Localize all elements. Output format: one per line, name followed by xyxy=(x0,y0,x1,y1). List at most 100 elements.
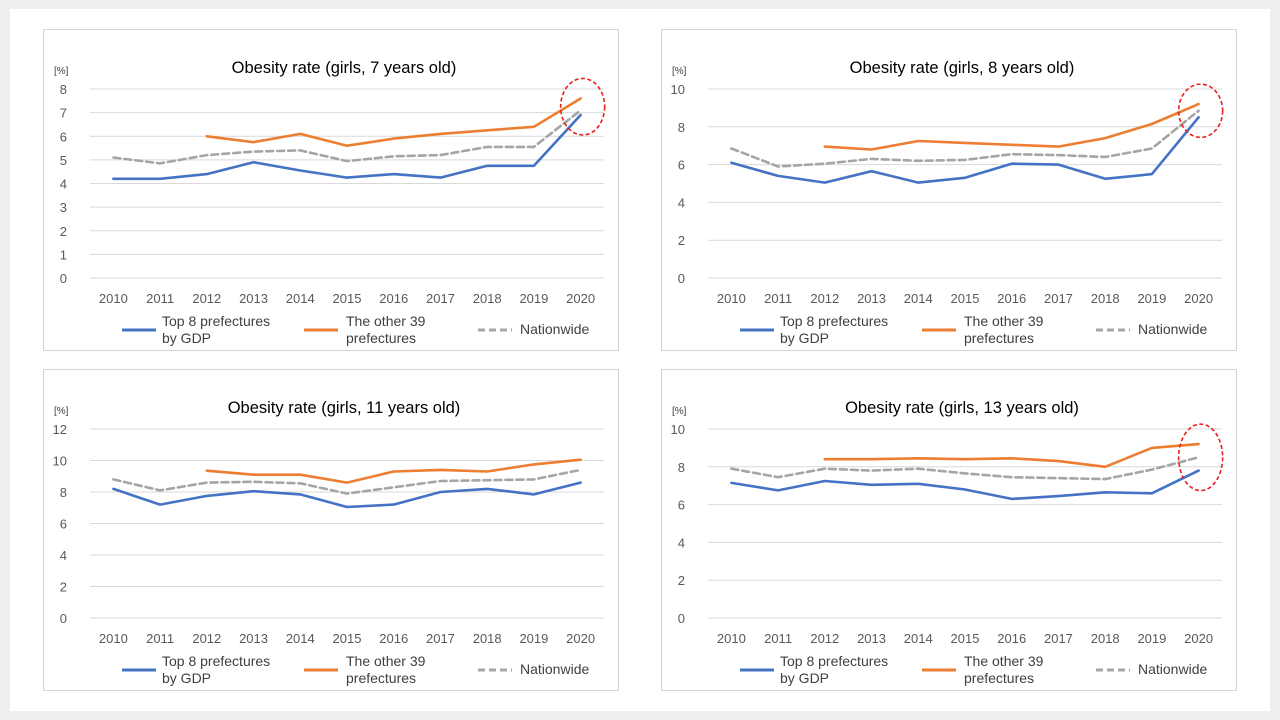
chart-svg: Obesity rate (girls, 13 years old) [%] 0 2 4… xyxy=(671,399,1224,686)
chart-panel-7-years: Obesity rate (girls, 7 years old) [%] 0 1 2 3… xyxy=(43,29,619,351)
legend-label: Nationwide xyxy=(1138,321,1207,337)
y-axis-unit-label: [%] xyxy=(54,406,69,417)
y-tick-label: 0 xyxy=(60,271,67,286)
x-tick-label: 2012 xyxy=(810,631,839,646)
y-axis-unit-label: [%] xyxy=(54,66,69,77)
x-tick-label: 2010 xyxy=(99,631,128,646)
chart-svg: Obesity rate (girls, 8 years old) [%] 0 2 4 6… xyxy=(671,59,1224,346)
y-tick-label: 10 xyxy=(53,454,67,469)
x-tick-label: 2013 xyxy=(857,631,886,646)
legend-label: Nationwide xyxy=(520,661,589,677)
x-tick-label: 2016 xyxy=(379,631,408,646)
y-tick-label: 3 xyxy=(60,200,67,215)
x-tick-label: 2010 xyxy=(717,631,746,646)
x-tick-label: 2013 xyxy=(239,291,268,306)
series-line xyxy=(730,109,1200,168)
x-tick-label: 2020 xyxy=(566,291,595,306)
y-tick-label: 8 xyxy=(678,460,685,475)
y-tick-label: 2 xyxy=(60,224,67,239)
x-tick-label: 2016 xyxy=(997,631,1026,646)
y-tick-label: 4 xyxy=(60,177,67,192)
x-tick-label: 2017 xyxy=(1044,631,1073,646)
x-tick-label: 2019 xyxy=(519,291,548,306)
y-tick-label: 4 xyxy=(60,548,67,563)
x-tick-label: 2014 xyxy=(286,291,315,306)
y-tick-label: 2 xyxy=(678,233,685,248)
y-tick-label: 2 xyxy=(60,580,67,595)
x-tick-label: 2020 xyxy=(566,631,595,646)
x-tick-label: 2010 xyxy=(99,291,128,306)
x-tick-label: 2015 xyxy=(951,631,980,646)
y-tick-label: 6 xyxy=(678,498,685,513)
chart-svg: Obesity rate (girls, 7 years old) [%] 0 1 2 3… xyxy=(54,59,606,346)
x-tick-label: 2015 xyxy=(333,631,362,646)
x-tick-label: 2019 xyxy=(1137,291,1166,306)
y-tick-label: 6 xyxy=(60,129,67,144)
y-axis-unit-label: [%] xyxy=(672,66,687,77)
x-tick-label: 2018 xyxy=(473,291,502,306)
y-tick-label: 4 xyxy=(678,535,685,550)
x-tick-label: 2020 xyxy=(1184,291,1213,306)
x-tick-label: 2011 xyxy=(764,631,792,646)
series-line xyxy=(823,102,1200,151)
chart-title: Obesity rate (girls, 8 years old) xyxy=(850,59,1075,77)
y-tick-label: 1 xyxy=(60,247,67,262)
y-tick-label: 10 xyxy=(671,82,685,97)
series-line xyxy=(205,97,582,147)
legend-label: Top 8 prefectures by GDP xyxy=(162,313,270,346)
x-tick-label: 2012 xyxy=(810,291,839,306)
x-tick-label: 2012 xyxy=(192,631,221,646)
highlight-ellipse xyxy=(1177,423,1224,492)
legend-label: The other 39 prefectures xyxy=(346,313,426,346)
legend-label: Nationwide xyxy=(1138,661,1207,677)
y-tick-label: 0 xyxy=(678,611,685,626)
y-tick-label: 0 xyxy=(678,271,685,286)
x-tick-label: 2016 xyxy=(997,291,1026,306)
series-line xyxy=(112,109,582,165)
legend-label: The other 39 prefectures xyxy=(964,653,1044,686)
y-tick-label: 8 xyxy=(678,120,685,135)
x-tick-label: 2017 xyxy=(426,291,455,306)
x-tick-label: 2017 xyxy=(1044,291,1073,306)
legend-label: Top 8 prefectures by GDP xyxy=(780,653,888,686)
x-tick-label: 2011 xyxy=(146,631,174,646)
series-line xyxy=(112,113,582,181)
y-tick-label: 8 xyxy=(60,485,67,500)
y-tick-label: 2 xyxy=(678,573,685,588)
y-tick-label: 12 xyxy=(53,422,67,437)
y-tick-label: 6 xyxy=(678,158,685,173)
y-tick-label: 0 xyxy=(60,611,67,626)
y-tick-label: 8 xyxy=(60,82,67,97)
legend-label: Nationwide xyxy=(520,321,589,337)
series-line xyxy=(730,469,1200,501)
series-line xyxy=(112,468,582,495)
x-tick-label: 2014 xyxy=(904,291,933,306)
highlight-ellipse xyxy=(1177,83,1224,139)
x-tick-label: 2014 xyxy=(286,631,315,646)
x-tick-label: 2013 xyxy=(239,631,268,646)
x-tick-label: 2015 xyxy=(333,291,362,306)
x-tick-label: 2015 xyxy=(951,291,980,306)
chart-panel-13-years: Obesity rate (girls, 13 years old) [%] 0 2 4… xyxy=(661,369,1237,691)
x-tick-label: 2018 xyxy=(1091,291,1120,306)
legend-label: The other 39 prefectures xyxy=(964,313,1044,346)
series-line xyxy=(205,458,582,484)
slide: Obesity rate (girls, 7 years old) [%] 0 1 2 3… xyxy=(10,9,1270,711)
y-tick-label: 4 xyxy=(678,195,685,210)
x-tick-label: 2019 xyxy=(1137,631,1166,646)
legend-label: Top 8 prefectures by GDP xyxy=(780,313,888,346)
x-tick-label: 2019 xyxy=(519,631,548,646)
series-line xyxy=(730,456,1200,481)
x-tick-label: 2011 xyxy=(146,291,174,306)
legend-label: Top 8 prefectures by GDP xyxy=(162,653,270,686)
x-tick-label: 2020 xyxy=(1184,631,1213,646)
x-tick-label: 2013 xyxy=(857,291,886,306)
x-tick-label: 2018 xyxy=(1091,631,1120,646)
y-axis-unit-label: [%] xyxy=(672,406,687,417)
x-tick-label: 2016 xyxy=(379,291,408,306)
chart-title: Obesity rate (girls, 13 years old) xyxy=(845,399,1079,417)
chart-title: Obesity rate (girls, 7 years old) xyxy=(232,59,457,77)
x-tick-label: 2010 xyxy=(717,291,746,306)
y-tick-label: 7 xyxy=(60,106,67,121)
y-tick-label: 5 xyxy=(60,153,67,168)
